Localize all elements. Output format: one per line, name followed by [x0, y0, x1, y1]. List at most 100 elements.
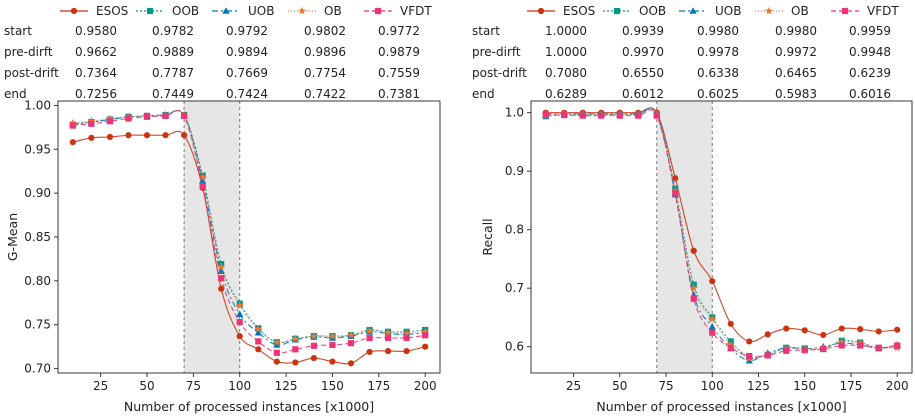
series-line-uob — [72, 109, 426, 346]
data-point-uob — [708, 322, 716, 330]
table-row-label: pre-dirft — [4, 45, 53, 59]
data-point-uob — [273, 341, 281, 348]
data-point-ob — [402, 329, 411, 337]
table-cell: 0.7559 — [378, 66, 420, 80]
legend-marker-ob — [298, 6, 306, 15]
y-axis-label: G-Mean — [5, 213, 20, 261]
data-point-ob — [837, 337, 846, 346]
data-point-vfdt — [542, 111, 549, 119]
x-tick-label: 100 — [701, 379, 724, 393]
legend-label-ob: OB — [324, 4, 342, 18]
x-tick-label: 175 — [840, 379, 863, 393]
data-point-vfdt — [69, 122, 76, 129]
data-point-ob — [347, 331, 355, 339]
series-line-ob — [72, 109, 426, 344]
table-cell: 0.6465 — [775, 66, 817, 80]
table-cell: 0.6016 — [849, 87, 891, 101]
x-tick-label: 75 — [186, 379, 201, 393]
data-point-vfdt — [598, 112, 605, 119]
data-point-vfdt — [635, 112, 642, 119]
x-tick-label: 100 — [228, 379, 251, 393]
legend-marker-vfdt — [841, 7, 849, 15]
data-point-esos — [838, 325, 845, 332]
legend-marker-vfdt — [374, 7, 382, 15]
data-point-vfdt — [384, 334, 392, 342]
table-cell: 0.6025 — [697, 87, 739, 101]
data-point-esos — [273, 358, 280, 365]
legend-label-uob: UOB — [715, 4, 741, 18]
data-point-vfdt — [579, 112, 586, 119]
data-point-esos — [801, 327, 808, 334]
series-line-ob — [545, 108, 898, 360]
data-point-esos — [218, 285, 225, 292]
table-cell: 0.9948 — [849, 45, 891, 59]
data-point-vfdt — [616, 112, 623, 119]
data-point-vfdt — [783, 347, 790, 354]
data-point-esos — [746, 338, 753, 345]
table-cell: 0.6012 — [622, 87, 664, 101]
table-cell: 0.6289 — [545, 87, 587, 101]
x-tick-label: 200 — [414, 379, 437, 393]
legend-label-uob: UOB — [248, 4, 274, 18]
data-point-ob — [689, 283, 698, 292]
table-cell: 0.9970 — [622, 45, 664, 59]
series-line-vfdt — [545, 109, 898, 358]
data-point-ob — [272, 338, 281, 346]
y-tick-label: 0.90 — [24, 186, 51, 200]
table-row-label: post-drift — [472, 66, 527, 80]
data-point-vfdt — [329, 341, 336, 349]
data-point-vfdt — [106, 118, 114, 125]
y-tick-label: 0.6 — [505, 340, 524, 354]
table-cell: 0.9792 — [226, 24, 268, 38]
legend-label-oob: OOB — [639, 4, 666, 18]
table-cell: 1.0000 — [545, 24, 587, 38]
data-point-esos — [690, 247, 697, 254]
table-cell: 1.0000 — [545, 45, 587, 59]
legend-label-oob: OOB — [172, 4, 199, 18]
data-point-esos — [422, 343, 429, 350]
x-tick-label: 50 — [612, 379, 627, 393]
table-row-label: start — [4, 24, 32, 38]
data-point-ob — [198, 173, 207, 181]
data-point-vfdt — [857, 342, 864, 349]
data-point-vfdt — [218, 275, 225, 282]
table-cell: 0.6239 — [849, 66, 891, 80]
table-row-label: start — [472, 24, 500, 38]
table-cell: 0.7080 — [545, 66, 587, 80]
data-point-ob — [726, 340, 735, 349]
y-tick-label: 0.70 — [24, 362, 51, 376]
table-cell: 0.7422 — [304, 87, 346, 101]
series-line-oob — [545, 108, 898, 359]
y-tick-label: 1.00 — [24, 98, 51, 112]
data-point-esos — [764, 331, 771, 338]
y-tick-label: 0.95 — [24, 142, 51, 156]
table-cell: 0.9980 — [775, 24, 817, 38]
y-tick-label: 0.80 — [24, 274, 51, 288]
data-point-vfdt — [273, 349, 280, 356]
data-point-ob — [421, 327, 430, 336]
data-point-vfdt — [255, 338, 262, 345]
data-point-ob — [384, 328, 393, 337]
data-point-vfdt — [820, 345, 827, 353]
data-point-vfdt — [143, 113, 151, 120]
data-point-ob — [365, 326, 374, 335]
data-point-vfdt — [125, 115, 132, 122]
data-point-ob — [291, 334, 300, 343]
data-point-esos — [292, 359, 299, 366]
table-cell: 0.7787 — [152, 66, 194, 80]
table-row-label: end — [472, 87, 495, 101]
data-point-vfdt — [366, 334, 373, 342]
table-cell: 0.9580 — [75, 24, 117, 38]
data-point-esos — [672, 175, 679, 182]
data-point-vfdt — [236, 319, 243, 326]
data-point-uob — [254, 328, 262, 336]
table-row-label: pre-dirft — [472, 45, 521, 59]
legend-label-vfdt: VFDT — [867, 4, 899, 18]
data-point-vfdt — [746, 352, 753, 360]
data-point-esos — [88, 134, 95, 141]
data-point-vfdt — [422, 332, 429, 339]
table-cell: 0.9939 — [622, 24, 664, 38]
y-tick-label: 0.9 — [505, 164, 524, 178]
data-point-vfdt — [561, 111, 568, 119]
